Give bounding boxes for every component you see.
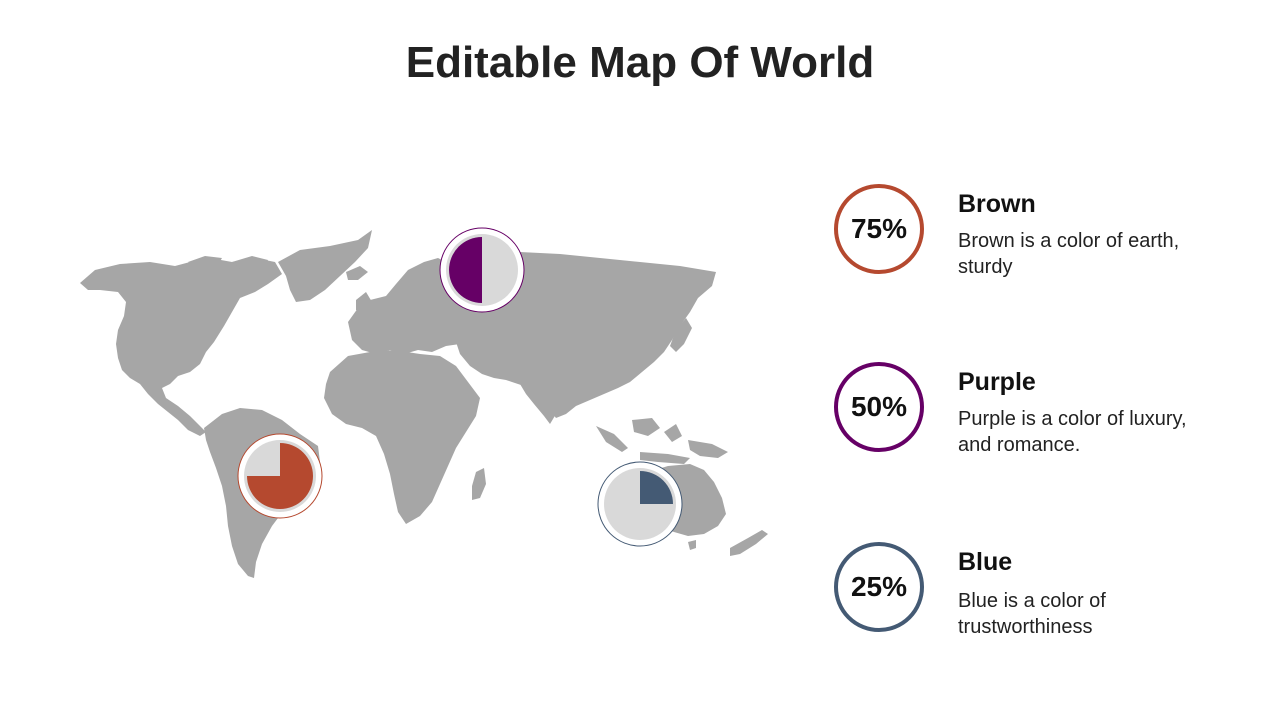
slide-title: Editable Map Of World bbox=[405, 38, 875, 87]
legend-item-purple: 50% Purple Purple is a color of luxury, … bbox=[834, 362, 1214, 462]
percent-value: 75% bbox=[850, 213, 908, 244]
item-description: Blue is a color of trustworthiness bbox=[958, 590, 1106, 638]
percent-ring: 50% bbox=[834, 362, 924, 452]
africa-shape bbox=[324, 350, 480, 524]
item-description: Brown is a color of earth, sturdy bbox=[958, 230, 1180, 278]
uk-iceland-shape bbox=[346, 266, 372, 312]
marker-europe bbox=[439, 227, 525, 313]
percent-ring: 75% bbox=[834, 184, 924, 274]
percent-value: 25% bbox=[850, 571, 908, 602]
southeast-asia-islands-shape bbox=[596, 418, 728, 464]
item-heading: Blue bbox=[958, 548, 1013, 576]
south-america-continent-icon bbox=[244, 440, 316, 512]
percent-ring: 25% bbox=[834, 542, 924, 632]
item-heading: Purple bbox=[958, 368, 1036, 396]
india-shape bbox=[520, 380, 562, 424]
new-zealand-shape bbox=[688, 530, 768, 556]
europe-shape bbox=[348, 258, 490, 354]
europe-continent-icon bbox=[446, 234, 518, 306]
madagascar-shape bbox=[472, 468, 486, 500]
australia-continent-icon bbox=[604, 468, 676, 540]
legend-item-brown: 75% Brown Brown is a color of earth, stu… bbox=[834, 184, 1214, 284]
japan-shape bbox=[670, 318, 692, 352]
legend-item-blue: 25% Blue Blue is a color of trustworthin… bbox=[834, 542, 1214, 642]
percent-value: 50% bbox=[850, 391, 908, 422]
north-america-shape bbox=[80, 258, 282, 436]
arctic-islands-shape bbox=[188, 256, 268, 272]
item-heading: Brown bbox=[958, 190, 1036, 218]
marker-south-america bbox=[237, 433, 323, 519]
pie-wedge bbox=[247, 443, 313, 509]
pie-wedge bbox=[640, 471, 673, 504]
item-description: Purple is a color of luxury, and romance… bbox=[958, 408, 1187, 456]
pie-wedge bbox=[449, 237, 482, 303]
greenland-shape bbox=[278, 230, 372, 302]
marker-australia bbox=[597, 461, 683, 547]
